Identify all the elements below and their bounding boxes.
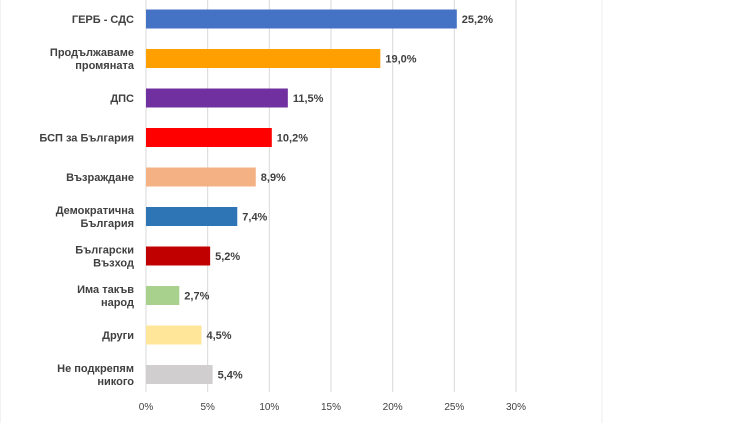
- category-label: БСП за България: [39, 133, 134, 145]
- x-tick-label: 0%: [139, 402, 154, 413]
- bar: [146, 286, 180, 305]
- category-label: Не подкрепям никого: [57, 363, 134, 388]
- category-label: Възраждане: [66, 172, 134, 184]
- value-labels: 25,2% 19,0% 11,5% 10,2% 8,9% 7,4% 5,2% 2,7% 4,5%…: [184, 14, 493, 382]
- value-label: 7,4%: [242, 212, 267, 224]
- category-label: Български Възход: [75, 245, 134, 270]
- category-label-line: промяната: [75, 60, 135, 72]
- category-label-line: Други: [102, 330, 134, 342]
- x-tick-label: 10%: [259, 402, 279, 413]
- category-label: Има такъв народ: [77, 284, 134, 309]
- category-label-line: Възраждане: [66, 172, 134, 184]
- category-label-line: България: [80, 218, 134, 230]
- value-label: 5,2%: [215, 251, 240, 263]
- bar: [146, 207, 238, 226]
- category-label: Други: [102, 330, 134, 342]
- value-label: 10,2%: [277, 133, 308, 145]
- category-label-line: никого: [97, 376, 134, 388]
- value-label: 8,9%: [261, 172, 286, 184]
- bar: [146, 167, 256, 187]
- category-label: Демократична България: [56, 205, 135, 230]
- bar: [146, 49, 381, 68]
- category-label-line: Продължаваме: [50, 47, 134, 59]
- category-label: Продължаваме промяната: [50, 47, 135, 72]
- category-label: ГЕРБ - СДС: [72, 14, 134, 26]
- value-label: 25,2%: [462, 14, 493, 26]
- value-label: 5,4%: [218, 370, 243, 382]
- category-label-line: народ: [101, 297, 134, 309]
- category-label-line: Български: [75, 245, 134, 257]
- x-tick-label: 5%: [200, 402, 215, 413]
- bar: [146, 128, 272, 147]
- bars: [146, 9, 457, 384]
- value-label: 11,5%: [293, 93, 324, 105]
- category-label-line: Не подкрепям: [57, 363, 134, 375]
- category-labels: ГЕРБ - СДС Продължаваме промяната ДПС БСП за…: [39, 14, 135, 388]
- category-label-line: ДПС: [110, 93, 134, 105]
- category-label-line: Има такъв: [77, 284, 134, 296]
- category-label-line: Демократична: [56, 205, 135, 217]
- bar: [146, 9, 457, 29]
- category-label-line: БСП за България: [39, 133, 134, 145]
- value-label: 4,5%: [207, 330, 232, 342]
- x-tick-label: 30%: [506, 402, 526, 413]
- value-label: 19,0%: [385, 54, 416, 66]
- category-label-line: Възход: [93, 258, 134, 270]
- x-tick-label: 25%: [444, 402, 464, 413]
- bar: [146, 365, 213, 384]
- bar: [146, 88, 288, 108]
- x-tick-label: 15%: [321, 402, 341, 413]
- bar: [146, 246, 211, 266]
- x-tick-label: 20%: [383, 402, 403, 413]
- x-axis-tick-labels: 0% 5% 10% 15% 20% 25% 30%: [139, 402, 526, 413]
- category-label-line: ГЕРБ - СДС: [72, 14, 134, 26]
- category-label: ДПС: [110, 93, 134, 105]
- bar: [146, 325, 202, 345]
- value-label: 2,7%: [184, 291, 209, 303]
